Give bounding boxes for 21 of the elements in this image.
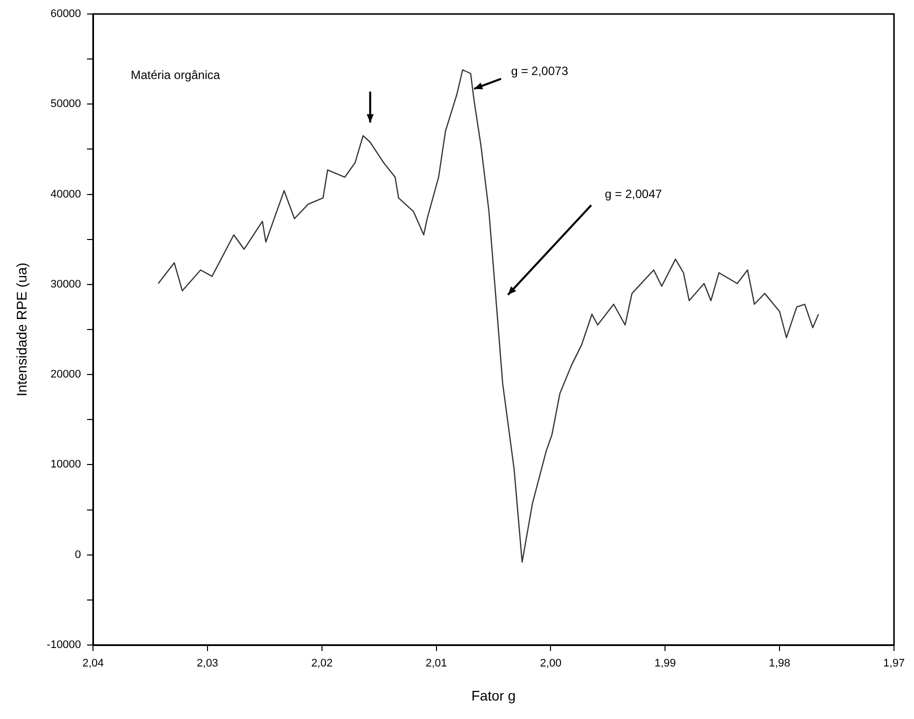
y-tick-label: 0 bbox=[74, 548, 82, 561]
x-tick-label: 2,01 bbox=[426, 658, 448, 670]
x-tick-label: 2,03 bbox=[196, 658, 218, 670]
x-tick-label: 1,99 bbox=[654, 658, 676, 670]
y-tick-label: 60000 bbox=[50, 8, 82, 20]
y-tick-label: 40000 bbox=[50, 188, 82, 200]
x-tick-label: 1,97 bbox=[883, 658, 905, 670]
x-axis-title: Fator g bbox=[471, 687, 516, 704]
annotation: g = 2,0073 bbox=[511, 64, 568, 78]
x-tick-label: 2,00 bbox=[540, 658, 562, 670]
y-tick-label: 10000 bbox=[50, 458, 82, 471]
y-tick-label: -10000 bbox=[46, 639, 82, 652]
y-tick-label: 50000 bbox=[50, 98, 82, 110]
y-tick-label: 30000 bbox=[50, 278, 82, 290]
annotation: Matéria orgânica bbox=[130, 68, 220, 82]
x-tick-label: 1,98 bbox=[768, 658, 790, 670]
annotation: g = 2,0047 bbox=[604, 186, 662, 201]
y-tick-label: 20000 bbox=[50, 368, 82, 381]
x-tick-label: 2,02 bbox=[311, 658, 333, 670]
y-axis-title: Intensidade RPE (ua) bbox=[13, 262, 30, 396]
x-tick-label: 2,04 bbox=[82, 658, 104, 670]
